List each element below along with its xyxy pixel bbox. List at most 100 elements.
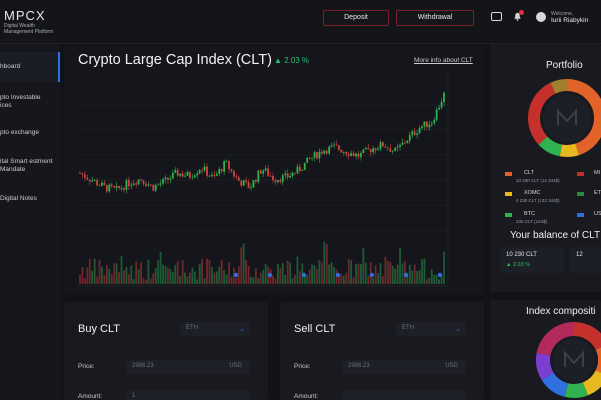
- sidebar-item-crypto-investable-indices[interactable]: pto Investable ices: [0, 94, 44, 110]
- candle: [132, 183, 135, 185]
- more-info-link[interactable]: More info about CLT: [414, 57, 473, 64]
- sidebar-item-dashboard[interactable]: hboard: [0, 52, 60, 82]
- candle: [184, 175, 186, 177]
- volume-bar: [98, 259, 101, 284]
- candle: [118, 185, 120, 189]
- candle: [206, 166, 208, 176]
- volume-bar: [338, 274, 340, 284]
- event-marker[interactable]: [267, 272, 273, 278]
- candle: [428, 124, 431, 128]
- volume-bar: [389, 261, 392, 284]
- volume-bar: [181, 260, 184, 284]
- buy-asset-select[interactable]: ETH ⌄: [180, 322, 250, 336]
- volume-bar: [318, 260, 321, 284]
- volume-bar: [171, 271, 174, 284]
- candle: [284, 173, 287, 176]
- candle: [186, 172, 189, 176]
- portfolio-donut-chart[interactable]: [527, 78, 601, 158]
- candle: [120, 187, 123, 189]
- sidebar-item-label: Digital Notes: [0, 195, 37, 202]
- volume-bar: [345, 272, 348, 284]
- volume-bar: [157, 260, 160, 284]
- sidebar-item-crypto-exchange[interactable]: pto exchange: [0, 129, 60, 137]
- buy-panel: Buy CLT ETH ⌄ Price: 2986.23 USD Amount:…: [64, 302, 268, 400]
- candle: [83, 174, 86, 178]
- sell-price-input[interactable]: 2986.23 USD: [342, 360, 466, 374]
- sell-amount-label: Amount:: [294, 393, 319, 400]
- candle: [201, 170, 204, 172]
- candle: [374, 148, 377, 151]
- legend-swatch-btc: [505, 213, 512, 217]
- event-marker[interactable]: [335, 272, 341, 278]
- logo[interactable]: MPCX Digital Wealth Management Platform: [4, 8, 64, 35]
- top-bar: MPCX Digital Wealth Management Platform …: [0, 0, 601, 44]
- event-marker[interactable]: [369, 272, 375, 278]
- buy-amount-label: Amount:: [78, 393, 103, 400]
- candle: [316, 152, 318, 159]
- volume-bar: [135, 261, 138, 284]
- volume-bar: [242, 243, 245, 284]
- volume-bar: [340, 273, 343, 284]
- sell-title: Sell CLT: [294, 323, 336, 335]
- index-composition-donut-chart[interactable]: [534, 320, 601, 400]
- volume-bar: [118, 272, 120, 284]
- candle: [81, 173, 84, 175]
- candle: [347, 154, 350, 156]
- candle: [377, 148, 379, 151]
- candle: [79, 173, 81, 174]
- event-marker[interactable]: [233, 272, 239, 278]
- deposit-button[interactable]: Deposit: [323, 10, 389, 26]
- candle: [176, 170, 179, 176]
- volume-bar: [264, 263, 267, 284]
- volume-bar: [411, 270, 414, 284]
- volume-bar: [399, 247, 401, 284]
- candle: [401, 142, 404, 145]
- buy-price-input[interactable]: 2986.23 USD: [126, 360, 250, 374]
- buy-amount-input[interactable]: 1: [126, 390, 250, 400]
- candle: [355, 153, 357, 157]
- user-name[interactable]: Iurii Riabykin: [551, 17, 589, 24]
- user-avatar-icon[interactable]: [536, 12, 546, 22]
- candle: [320, 151, 323, 154]
- legend-name-mi: MI: [594, 170, 601, 176]
- candle: [135, 183, 138, 185]
- volume-bar: [208, 259, 211, 284]
- candle: [440, 102, 443, 108]
- donut-slice: [550, 79, 567, 94]
- wallet-icon[interactable]: [491, 12, 502, 21]
- candle: [162, 179, 164, 184]
- volume-bar: [176, 261, 179, 284]
- balance-card-usd[interactable]: 12: [570, 247, 601, 273]
- candle: [125, 180, 128, 190]
- candle: [418, 128, 421, 134]
- candle: [411, 131, 414, 135]
- buy-amount-value: 1: [132, 393, 136, 399]
- volume-bar: [201, 259, 204, 284]
- sidebar-item-digital-notes[interactable]: Digital Notes: [0, 195, 60, 203]
- event-marker[interactable]: [403, 272, 409, 278]
- event-marker[interactable]: [301, 272, 307, 278]
- candle: [298, 166, 301, 171]
- volume-bar: [286, 260, 289, 284]
- sell-asset-select[interactable]: ETH ⌄: [396, 322, 466, 336]
- candle: [196, 173, 199, 176]
- volume-bar: [211, 267, 213, 284]
- sell-amount-input[interactable]: [342, 390, 466, 400]
- candle: [262, 170, 265, 174]
- volume-bar: [184, 272, 186, 284]
- volume-bar: [313, 265, 316, 284]
- volume-bar: [323, 241, 326, 284]
- candle: [193, 175, 196, 178]
- withdrawal-button[interactable]: Withdrawal: [396, 10, 474, 26]
- event-marker[interactable]: [437, 272, 443, 278]
- donut-slice: [564, 382, 588, 398]
- sidebar-item-label: pto exchange: [0, 129, 40, 136]
- candle: [93, 180, 96, 181]
- sidebar-item-digital-smart-investment-mandate[interactable]: ital Smart estment Mandate: [0, 158, 58, 174]
- portfolio-panel: Portfolio CLT 10 230 CLT (12 344$) XOMC …: [490, 44, 601, 292]
- volume-bar: [81, 267, 84, 284]
- candle: [215, 173, 218, 176]
- balance-card-clt[interactable]: 10 230 CLT ▲ 2.03 %: [500, 247, 564, 273]
- price-chart[interactable]: [76, 70, 476, 294]
- volume-bar: [137, 269, 140, 284]
